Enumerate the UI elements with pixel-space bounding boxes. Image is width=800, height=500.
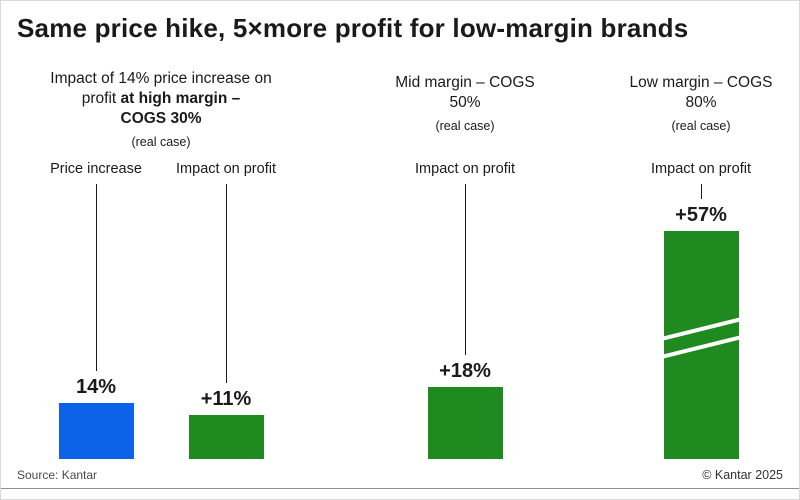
bar-value-label: +18% [439,360,491,382]
bar-label: Price increase [50,161,142,177]
bar-profit-mid-margin [427,387,503,459]
header-line: Low margin – COGS [629,74,773,91]
bar-column-profit-low-margin: Impact on profit +57% [636,161,766,459]
header-line: 50% [449,94,481,111]
bar-label: Impact on profit [651,161,751,177]
chart-title: Same price hike, 5×more profit for low-m… [17,13,689,43]
leader-line [700,184,702,199]
source-text: Source: Kantar [17,468,98,482]
footer-divider [1,488,799,489]
bar-price-increase-high-margin [58,403,134,459]
leader-line [464,184,466,355]
leader-line [95,184,97,371]
bar-column-profit-high-margin: Impact on profit +11% [161,161,291,459]
group-header-low-margin: Low margin – COGS 80% (real case) [601,73,799,136]
header-note: (real case) [131,135,191,149]
copyright-text: © Kantar 2025 [702,468,783,482]
bar-column-profit-mid-margin: Impact on profit +18% [400,161,530,459]
bar-profit-low-margin [663,231,739,459]
bar-column-price-increase: Price increase 14% [31,161,161,459]
bar-value-label: +11% [200,388,252,410]
header-note: (real case) [435,119,495,133]
bar-value-label: 14% [75,376,117,398]
bar-label: Impact on profit [176,161,276,177]
header-line: COGS 30% [120,110,202,127]
header-line: Impact of 14% price increase on [50,70,272,87]
bar-value-label: +57% [675,204,727,226]
axis-break-line [663,333,739,361]
leader-line [225,184,227,383]
group-header-high-margin: Impact of 14% price increase on profit a… [21,69,301,152]
bar-label: Impact on profit [415,161,515,177]
group-header-mid-margin: Mid margin – COGS 50% (real case) [365,73,565,136]
bar-profit-high-margin [188,415,264,459]
header-line: 80% [685,94,717,111]
header-note: (real case) [671,119,731,133]
header-line: profit at high margin – [81,90,241,107]
header-line: Mid margin – COGS [395,74,535,91]
